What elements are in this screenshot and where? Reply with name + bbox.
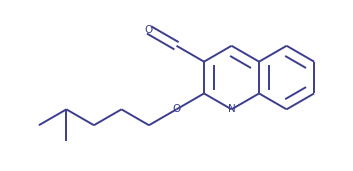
Text: N: N: [228, 104, 235, 114]
Text: O: O: [172, 104, 181, 114]
Text: O: O: [145, 25, 153, 35]
